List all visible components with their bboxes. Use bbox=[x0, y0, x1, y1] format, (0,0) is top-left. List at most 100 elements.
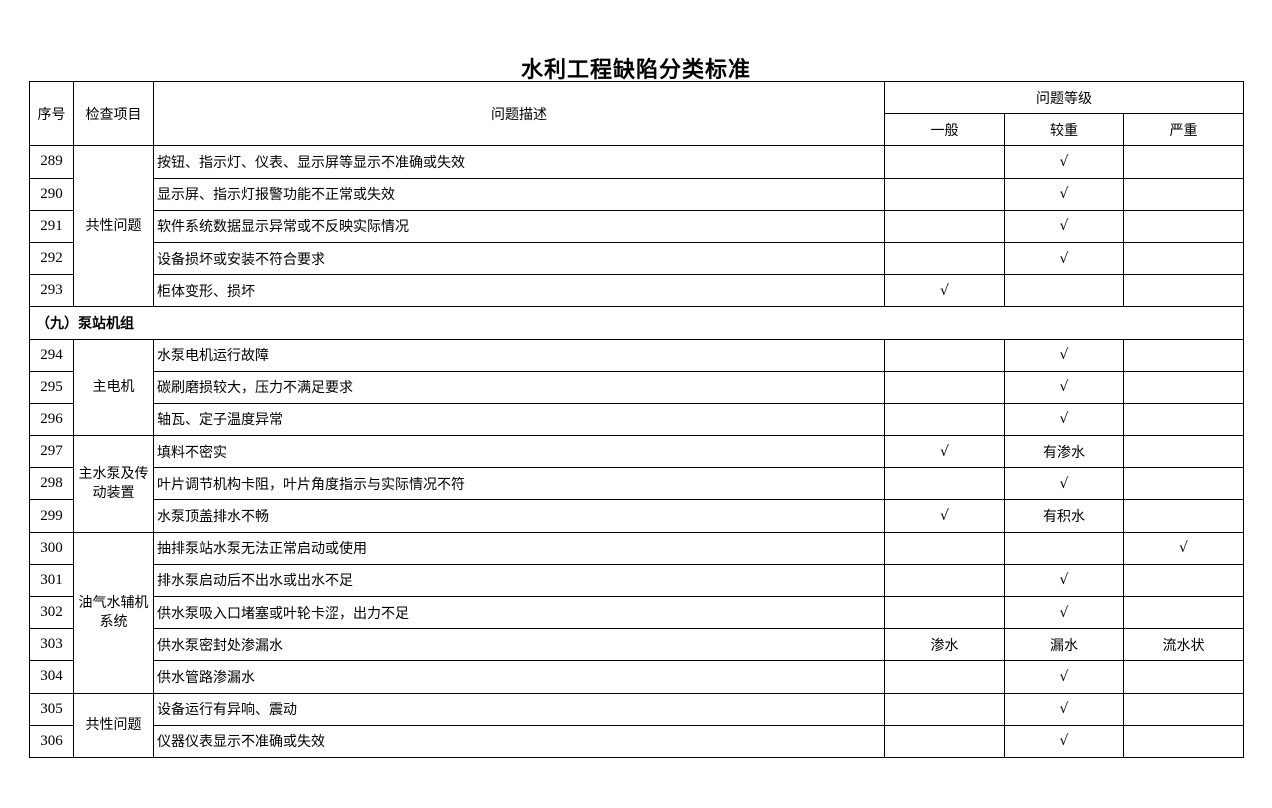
table-row: 301 排水泵启动后不出水或出水不足 √ bbox=[29, 563, 1244, 598]
row-seq: 299 bbox=[29, 499, 74, 533]
header-level-severe: 严重 bbox=[1123, 113, 1244, 147]
level-severe: 流水状 bbox=[1123, 628, 1244, 662]
check-item: 主电机 bbox=[73, 338, 154, 437]
level-moderate: √ bbox=[1004, 563, 1124, 598]
table-row: 298 叶片调节机构卡阻，叶片角度指示与实际情况不符 √ bbox=[29, 467, 1244, 501]
level-general bbox=[884, 724, 1005, 758]
level-moderate: 漏水 bbox=[1004, 628, 1124, 662]
table-row: 306 仪器仪表显示不准确或失效 √ bbox=[29, 724, 1244, 758]
level-moderate: √ bbox=[1004, 241, 1124, 276]
problem-description: 水泵顶盖排水不畅 bbox=[153, 499, 885, 533]
row-seq: 301 bbox=[29, 563, 74, 598]
level-moderate: √ bbox=[1004, 338, 1124, 372]
problem-description: 碳刷磨损较大，压力不满足要求 bbox=[153, 370, 885, 404]
problem-description: 叶片调节机构卡阻，叶片角度指示与实际情况不符 bbox=[153, 467, 885, 501]
row-seq: 291 bbox=[29, 209, 74, 243]
header-item: 检查项目 bbox=[73, 80, 154, 147]
row-seq: 293 bbox=[29, 274, 74, 308]
level-severe bbox=[1123, 660, 1244, 694]
header-subrow: 一般 较重 严重 bbox=[30, 113, 1244, 147]
level-severe bbox=[1123, 370, 1244, 404]
table-row: 291 软件系统数据显示异常或不反映实际情况 √ bbox=[29, 209, 1244, 243]
problem-description: 填料不密实 bbox=[153, 435, 885, 469]
level-general: 渗水 bbox=[884, 628, 1005, 662]
problem-description: 柜体变形、损坏 bbox=[153, 274, 885, 308]
problem-description: 供水泵吸入口堵塞或叶轮卡涩，出力不足 bbox=[153, 595, 885, 630]
level-moderate: √ bbox=[1004, 595, 1124, 630]
level-moderate: √ bbox=[1004, 660, 1124, 694]
problem-description: 轴瓦、定子温度异常 bbox=[153, 402, 885, 437]
level-moderate: √ bbox=[1004, 692, 1124, 726]
level-moderate: √ bbox=[1004, 724, 1124, 758]
level-moderate: 有积水 bbox=[1004, 499, 1124, 533]
level-moderate: √ bbox=[1004, 177, 1124, 211]
row-seq: 292 bbox=[29, 241, 74, 276]
level-severe bbox=[1123, 402, 1244, 437]
table-row: 302 供水泵吸入口堵塞或叶轮卡涩，出力不足 √ bbox=[29, 595, 1244, 630]
level-severe bbox=[1123, 595, 1244, 630]
level-general bbox=[884, 402, 1005, 437]
check-item: 油气水辅机系统 bbox=[73, 531, 154, 694]
level-severe bbox=[1123, 241, 1244, 276]
level-severe bbox=[1123, 563, 1244, 598]
header-desc: 问题描述 bbox=[153, 80, 885, 147]
level-severe bbox=[1123, 209, 1244, 243]
table-row: 305 共性问题 设备运行有异响、震动 √ bbox=[29, 692, 1244, 758]
level-general: √ bbox=[884, 435, 1005, 469]
level-severe: √ bbox=[1123, 531, 1244, 565]
level-moderate: √ bbox=[1004, 402, 1124, 437]
level-general bbox=[884, 370, 1005, 404]
check-item: 共性问题 bbox=[73, 692, 154, 758]
level-severe bbox=[1123, 435, 1244, 469]
problem-description: 显示屏、指示灯报警功能不正常或失效 bbox=[153, 177, 885, 211]
header-seq: 序号 bbox=[29, 80, 74, 147]
level-general bbox=[884, 531, 1005, 565]
header-level-moderate: 较重 bbox=[1004, 113, 1124, 147]
header-level-general: 一般 bbox=[884, 113, 1005, 147]
problem-description: 供水管路渗漏水 bbox=[153, 660, 885, 694]
header-row: 序号 检查项目 问题描述 问题等级 bbox=[29, 80, 1244, 147]
level-moderate: √ bbox=[1004, 145, 1124, 179]
table-row: 289 共性问题 按钮、指示灯、仪表、显示屏等显示不准确或失效 √ bbox=[29, 145, 1244, 308]
section-row: （九）泵站机组 bbox=[29, 306, 1244, 340]
level-moderate: 有渗水 bbox=[1004, 435, 1124, 469]
table-row: 292 设备损坏或安装不符合要求 √ bbox=[29, 241, 1244, 276]
problem-description: 供水泵密封处渗漏水 bbox=[153, 628, 885, 662]
row-seq: 297 bbox=[29, 435, 74, 469]
check-item: 共性问题 bbox=[73, 145, 154, 308]
problem-description: 按钮、指示灯、仪表、显示屏等显示不准确或失效 bbox=[153, 145, 885, 179]
level-severe bbox=[1123, 145, 1244, 179]
level-general: √ bbox=[884, 499, 1005, 533]
level-general bbox=[884, 467, 1005, 501]
row-seq: 302 bbox=[29, 595, 74, 630]
problem-description: 设备运行有异响、震动 bbox=[153, 692, 885, 726]
level-general bbox=[884, 145, 1005, 179]
row-seq: 305 bbox=[29, 692, 74, 726]
row-seq: 294 bbox=[29, 338, 74, 372]
row-seq: 289 bbox=[29, 145, 74, 179]
table-row: 299 水泵顶盖排水不畅 √ 有积水 bbox=[29, 499, 1244, 533]
defect-table: 序号 检查项目 问题描述 问题等级 一般 较重 严重 289 共性问题 按钮、指示灯… bbox=[29, 80, 1244, 758]
row-seq: 304 bbox=[29, 660, 74, 694]
level-moderate: √ bbox=[1004, 209, 1124, 243]
row-seq: 306 bbox=[29, 724, 74, 758]
level-severe bbox=[1123, 177, 1244, 211]
table-body: 289 共性问题 按钮、指示灯、仪表、显示屏等显示不准确或失效 √ 290 显示屏、指示灯… bbox=[29, 145, 1244, 758]
problem-description: 水泵电机运行故障 bbox=[153, 338, 885, 372]
level-moderate: √ bbox=[1004, 370, 1124, 404]
level-general bbox=[884, 563, 1005, 598]
table-row: 296 轴瓦、定子温度异常 √ bbox=[29, 402, 1244, 437]
row-seq: 300 bbox=[29, 531, 74, 565]
level-severe bbox=[1123, 338, 1244, 372]
table-row: 304 供水管路渗漏水 √ bbox=[29, 660, 1244, 694]
table-row: 293 柜体变形、损坏 √ bbox=[29, 274, 1244, 308]
level-general bbox=[884, 595, 1005, 630]
table-row: 300 油气水辅机系统 抽排泵站水泵无法正常启动或使用 √ bbox=[29, 531, 1244, 694]
check-item: 主水泵及传动装置 bbox=[73, 435, 154, 533]
level-general bbox=[884, 660, 1005, 694]
section-title: （九）泵站机组 bbox=[29, 306, 1244, 340]
table-row: 295 碳刷磨损较大，压力不满足要求 √ bbox=[29, 370, 1244, 404]
level-severe bbox=[1123, 467, 1244, 501]
level-severe bbox=[1123, 274, 1244, 308]
table-row: 294 主电机 水泵电机运行故障 √ bbox=[29, 338, 1244, 437]
